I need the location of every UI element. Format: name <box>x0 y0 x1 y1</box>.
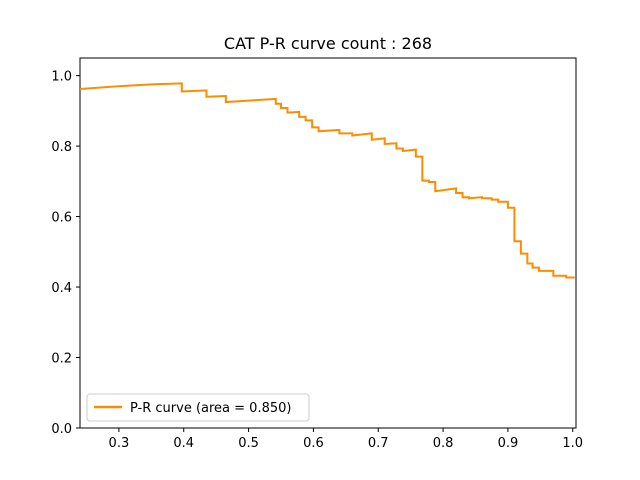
x-axis: 0.3 0.4 0.5 0.6 0.7 0.8 0.9 1.0 <box>109 428 583 451</box>
x-tick-label: 1.0 <box>562 436 583 451</box>
y-tick-label: 0.2 <box>51 352 72 367</box>
x-tick-label: 0.7 <box>368 436 389 451</box>
x-tick-label: 0.5 <box>238 436 259 451</box>
y-tick-label: 0.4 <box>51 281 72 296</box>
plot-area <box>79 57 577 429</box>
y-tick-label: 0.8 <box>51 140 72 155</box>
x-tick-label: 0.3 <box>109 436 130 451</box>
legend: P-R curve (area = 0.850) <box>86 393 310 422</box>
y-tick-label: 0.0 <box>51 422 72 437</box>
legend-box <box>86 393 310 422</box>
x-tick-label: 0.8 <box>433 436 454 451</box>
y-tick-label: 0.6 <box>51 211 72 226</box>
chart-title: CAT P-R curve count : 268 <box>224 34 432 53</box>
pr-curve-line <box>80 82 575 279</box>
x-tick-label: 0.6 <box>303 436 324 451</box>
legend-label: P-R curve (area = 0.850) <box>130 401 291 416</box>
series-layer <box>80 82 575 279</box>
y-axis: 0.0 0.2 0.4 0.6 0.8 1.0 <box>51 70 80 437</box>
x-tick-label: 0.4 <box>173 436 194 451</box>
x-tick-label: 0.9 <box>498 436 519 451</box>
y-tick-label: 1.0 <box>51 70 72 85</box>
